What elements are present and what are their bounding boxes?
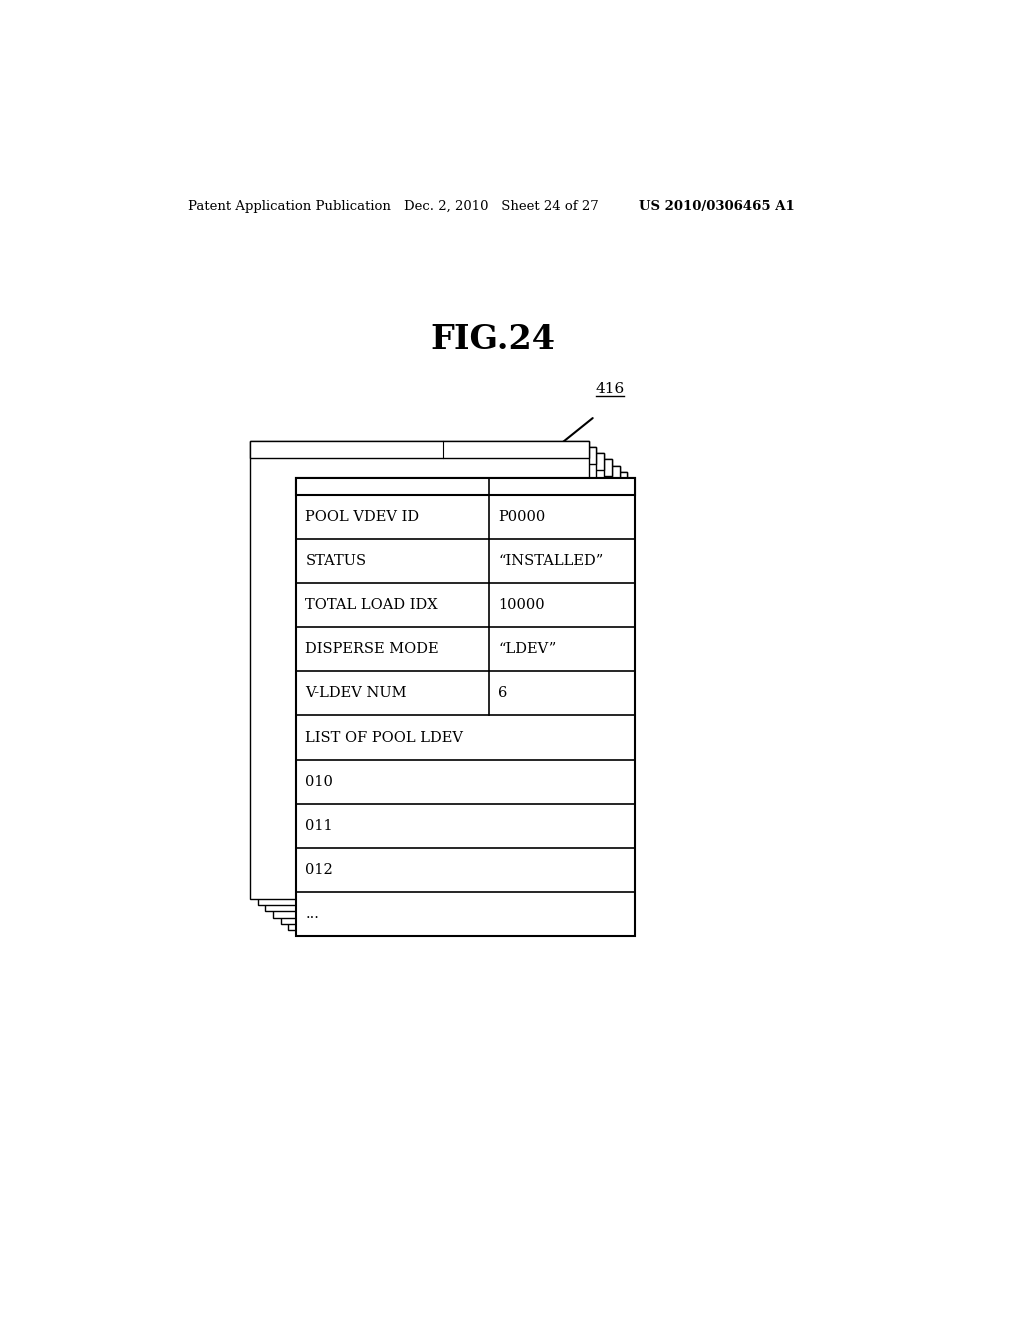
Bar (289, 471, 628, 488)
Text: DISPERSE MODE: DISPERSE MODE (305, 643, 439, 656)
Bar (250, 441, 589, 899)
Text: 011: 011 (305, 818, 333, 833)
Text: 416: 416 (596, 381, 625, 396)
Text: ...: ... (305, 907, 319, 921)
Bar (289, 471, 628, 929)
Bar (258, 447, 596, 465)
Bar (250, 441, 589, 458)
Text: V-LDEV NUM: V-LDEV NUM (305, 686, 407, 701)
Bar (281, 466, 620, 924)
Text: “LDEV”: “LDEV” (499, 643, 557, 656)
Text: TOTAL LOAD IDX: TOTAL LOAD IDX (305, 598, 438, 612)
Text: 10000: 10000 (499, 598, 545, 612)
Text: 012: 012 (305, 863, 333, 876)
Text: 6: 6 (499, 686, 508, 701)
Text: “INSTALLED”: “INSTALLED” (499, 554, 604, 568)
Text: 010: 010 (305, 775, 333, 788)
Bar (258, 447, 596, 906)
Text: US 2010/0306465 A1: US 2010/0306465 A1 (639, 199, 795, 213)
Bar (265, 453, 604, 470)
Text: P0000: P0000 (499, 510, 546, 524)
Bar (265, 453, 604, 911)
Text: FIG.24: FIG.24 (431, 323, 556, 356)
Bar (296, 478, 635, 495)
Text: LIST OF POOL LDEV: LIST OF POOL LDEV (305, 730, 463, 744)
Bar (296, 478, 635, 936)
Bar (273, 459, 611, 917)
Text: Patent Application Publication: Patent Application Publication (188, 199, 391, 213)
Bar (273, 459, 611, 477)
Text: STATUS: STATUS (305, 554, 367, 568)
Text: POOL VDEV ID: POOL VDEV ID (305, 510, 420, 524)
Bar (281, 466, 620, 483)
Text: Dec. 2, 2010   Sheet 24 of 27: Dec. 2, 2010 Sheet 24 of 27 (403, 199, 599, 213)
